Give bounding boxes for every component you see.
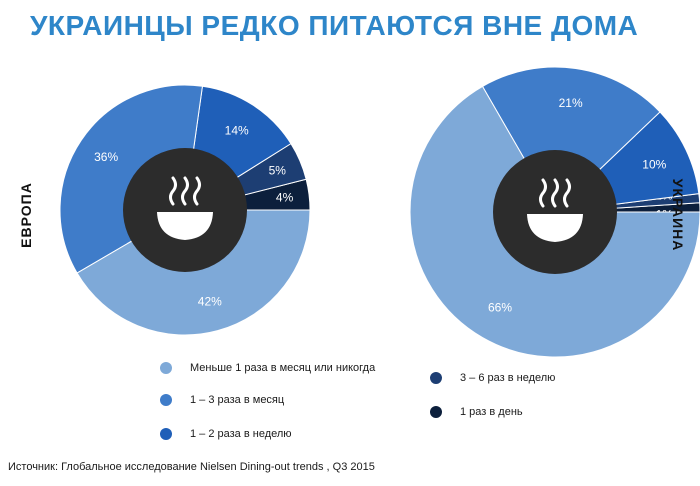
legend-item-daily: 1 раз в день	[430, 406, 523, 418]
legend-swatch	[160, 394, 172, 406]
legend-item-1-2-week: 1 – 2 раза в неделю	[160, 428, 292, 440]
legend-label: 3 – 6 раз в неделю	[460, 372, 556, 384]
ukraine-label-less-monthly: 66%	[488, 300, 512, 314]
page-title: УКРАИНЦЫ РЕДКО ПИТАЮТСЯ ВНЕ ДОМА	[30, 10, 639, 41]
legend-label: 1 – 3 раза в месяц	[190, 394, 285, 406]
europe-center-hole	[123, 148, 247, 272]
legend-swatch	[160, 428, 172, 440]
legend-item-less-monthly: Меньше 1 раза в месяц или никогда	[160, 362, 375, 374]
europe-label-daily: 4%	[276, 191, 294, 205]
bowl-steam-icon	[157, 176, 213, 240]
legend-swatch	[430, 372, 442, 384]
legend-item-3-6-week: 3 – 6 раз в неделю	[430, 372, 555, 384]
legend-swatch	[160, 362, 172, 374]
bowl-steam-icon	[527, 178, 583, 242]
europe-label-1-2-week: 14%	[225, 123, 249, 137]
ukraine-chart-label: УКРАИНА	[670, 178, 686, 252]
europe-chart-label: ЕВРОПА	[18, 182, 34, 248]
source-note: Источник: Глобальное исследование Nielse…	[8, 461, 375, 473]
legend-swatch	[430, 406, 442, 418]
legend-label: 1 раз в день	[460, 406, 523, 418]
europe-label-1-3-month: 36%	[94, 150, 118, 164]
ukraine-slice-1-3-month	[481, 66, 661, 213]
europe-slice-1-3-month	[59, 84, 204, 274]
ukraine-label-1-2-week: 10%	[642, 158, 666, 172]
ukraine-center-hole	[493, 150, 617, 274]
europe-label-less-monthly: 42%	[198, 295, 222, 309]
ukraine-label-1-3-month: 21%	[559, 96, 583, 110]
europe-label-3-6-week: 5%	[269, 164, 287, 178]
legend-label: Меньше 1 раза в месяц или никогда	[190, 362, 376, 374]
legend-item-1-3-month: 1 – 3 раза в месяц	[160, 394, 284, 406]
legend-label: 1 – 2 раза в неделю	[190, 428, 292, 440]
